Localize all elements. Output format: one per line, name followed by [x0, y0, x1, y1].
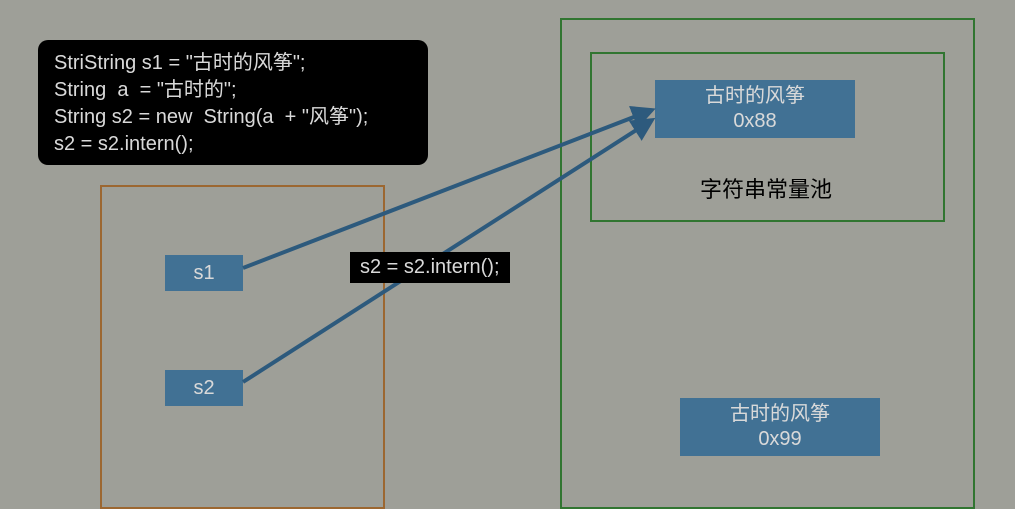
stack-frame — [100, 185, 385, 509]
variable-s1-node: s1 — [165, 255, 243, 291]
node-text: s2 — [193, 376, 214, 401]
node-text: 古时的风筝 — [705, 84, 805, 109]
node-address: 0x99 — [758, 427, 801, 452]
code-line: String a = "古时的"; — [54, 79, 237, 101]
code-line: s2 = s2.intern(); — [54, 133, 194, 155]
node-address: 0x88 — [733, 109, 776, 134]
variable-s2-node: s2 — [165, 370, 243, 406]
code-panel: StriString s1 = "古时的风筝"; String a = "古时的… — [38, 40, 428, 165]
string-pool-label: 字符串常量池 — [700, 172, 832, 204]
code-line: String s2 = new String(a + "风筝"); — [54, 106, 368, 128]
code-line: StriString s1 = "古时的风筝"; — [54, 52, 305, 74]
node-text: s1 — [193, 261, 214, 286]
intern-call-label: s2 = s2.intern(); — [350, 252, 510, 283]
heap-string-object-node: 古时的风筝 0x99 — [680, 398, 880, 456]
pool-string-object-node: 古时的风筝 0x88 — [655, 80, 855, 138]
node-text: 古时的风筝 — [730, 402, 830, 427]
